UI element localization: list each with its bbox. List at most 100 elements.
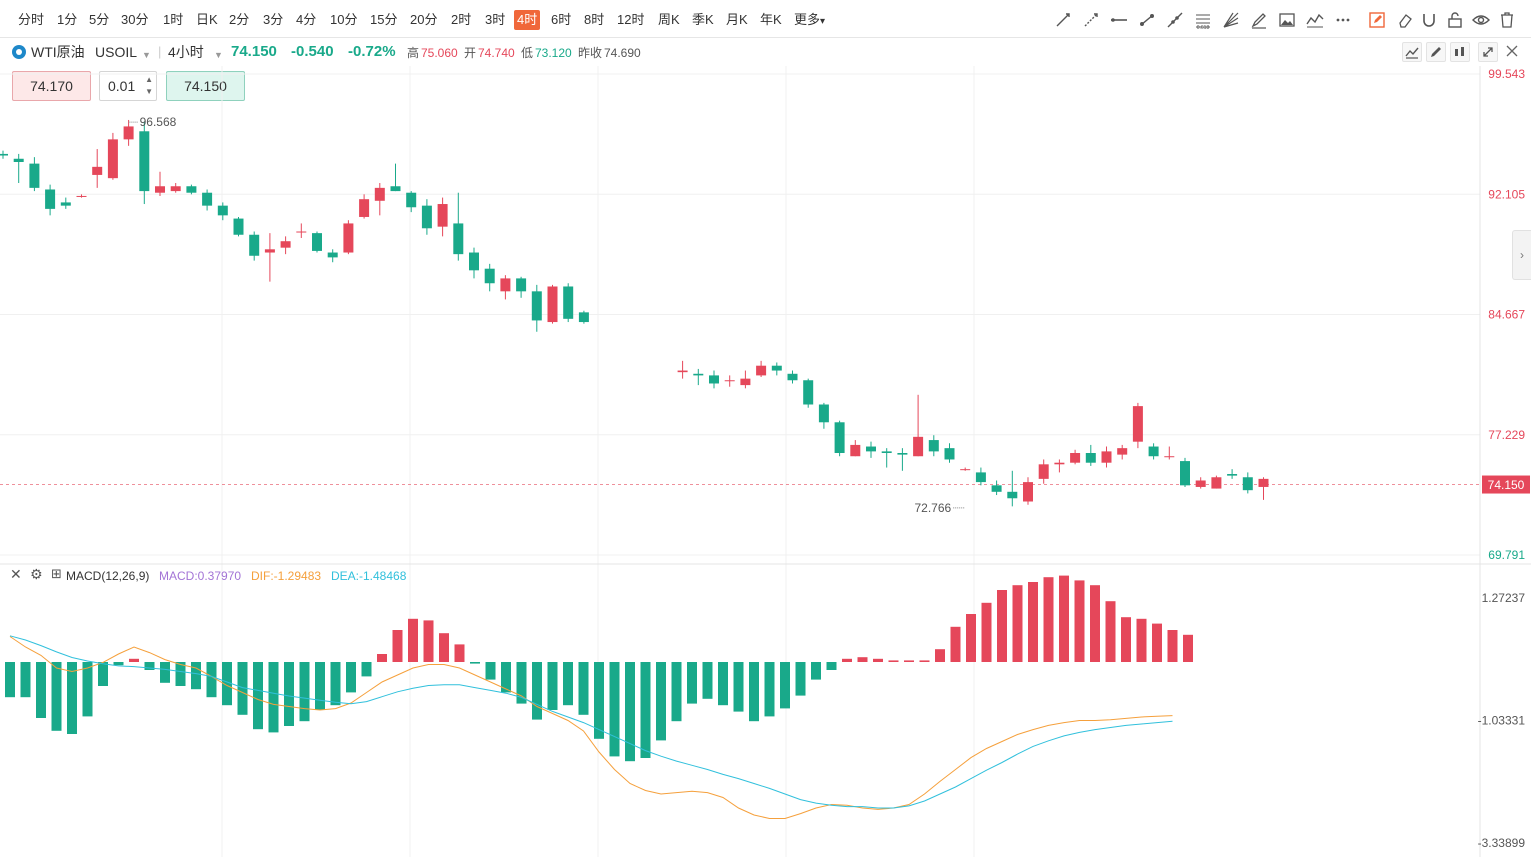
- candle-body-49: [850, 444, 861, 457]
- timeframe-tab-16[interactable]: 8时: [584, 12, 605, 27]
- timeframe-tab-15[interactable]: 6时: [551, 12, 572, 27]
- candle-body-26: [406, 192, 417, 208]
- candle-body-56: [960, 469, 971, 471]
- candle-body-70: [1180, 461, 1190, 486]
- timeframe-tab-7[interactable]: 3分: [263, 12, 284, 27]
- symbol-code[interactable]: USOIL: [95, 44, 138, 60]
- magnet-icon[interactable]: [1419, 10, 1439, 30]
- candle-body-2: [29, 163, 40, 188]
- trend-line-icon[interactable]: [1053, 10, 1073, 30]
- candle-body-57: [975, 472, 986, 483]
- symbol-dropdown-icon[interactable]: ▼: [142, 50, 151, 60]
- stepper-arrows-icon[interactable]: ▲ ▼: [145, 75, 153, 96]
- timeframe-tab-5[interactable]: 日K: [196, 12, 218, 27]
- horizontal-line-icon[interactable]: [1109, 10, 1129, 30]
- macd-bar-63: [981, 602, 992, 662]
- period-dropdown-icon[interactable]: ▼: [214, 50, 223, 60]
- sell-price-button[interactable]: 74.170: [12, 71, 91, 101]
- candle-body-21: [327, 252, 338, 258]
- eye-icon[interactable]: [1471, 10, 1491, 30]
- timeframe-tab-19[interactable]: 季K: [692, 12, 714, 27]
- timeframe-tab-1[interactable]: 1分: [57, 12, 78, 27]
- pencil-icon[interactable]: [1426, 42, 1446, 62]
- wave-icon[interactable]: [1305, 10, 1325, 30]
- timeframe-tab-0[interactable]: 分时: [18, 12, 45, 27]
- candle-body-5: [76, 195, 87, 197]
- eraser-icon[interactable]: [1395, 10, 1415, 30]
- candle-body-0: [0, 153, 8, 156]
- macd-bar-21: [330, 662, 341, 706]
- fibonacci-icon[interactable]: 0.618: [1193, 10, 1213, 31]
- timeframe-tab-22[interactable]: 更多▾: [794, 12, 826, 27]
- segment-icon[interactable]: [1137, 10, 1157, 30]
- candle-body-33: [516, 278, 527, 292]
- price-chart[interactable]: 99.543 92.105 84.667 77.229 69.791 74.150 96.5…: [0, 66, 1531, 857]
- candle-body-63: [1070, 453, 1081, 463]
- brush-icon[interactable]: [1249, 10, 1269, 30]
- trash-icon[interactable]: [1497, 10, 1517, 30]
- close-indicator-icon[interactable]: ✕: [10, 566, 22, 582]
- timeframe-tab-12[interactable]: 2时: [451, 12, 472, 27]
- indicator-expand-icon[interactable]: ⊞: [51, 566, 62, 581]
- candle-body-23: [359, 199, 370, 217]
- quote-info-bar: WTI原油 USOIL ▼ | 4小时 ▼ 74.150 -0.540 -0.7…: [0, 38, 1531, 66]
- image-icon[interactable]: [1277, 10, 1297, 30]
- more-icon[interactable]: [1333, 10, 1353, 30]
- extended-line-icon[interactable]: [1165, 10, 1185, 30]
- timeframe-tab-17[interactable]: 12时: [617, 12, 645, 27]
- macd-bar-59: [919, 660, 930, 662]
- chart-settings-icon[interactable]: [1402, 42, 1422, 62]
- candle-body-50: [866, 446, 876, 452]
- macd-bar-13: [206, 662, 217, 698]
- dea-value: DEA:-1.48468: [331, 569, 407, 583]
- quantity-stepper[interactable]: 0.01 ▲ ▼: [99, 71, 157, 101]
- ray-icon[interactable]: [1081, 10, 1101, 30]
- timeframe-tab-21[interactable]: 年K: [760, 12, 782, 27]
- macd-bar-49: [764, 662, 775, 717]
- macd-bar-54: [842, 658, 852, 662]
- compare-icon[interactable]: [1450, 42, 1470, 62]
- buy-price-button[interactable]: 74.150: [166, 71, 245, 101]
- timeframe-tab-20[interactable]: 月K: [726, 12, 748, 27]
- macd-bar-51: [795, 662, 806, 696]
- candle-body-19: [296, 231, 307, 233]
- timeframe-tab-3[interactable]: 30分: [121, 12, 149, 27]
- gann-fan-icon[interactable]: [1221, 10, 1241, 30]
- quantity-value: 0.01: [108, 78, 136, 94]
- timeframe-tab-18[interactable]: 周K: [658, 12, 680, 27]
- timeframe-tab-4[interactable]: 1时: [163, 12, 184, 27]
- candle-body-44: [771, 365, 782, 371]
- timeframe-tab-14[interactable]: 4时: [514, 10, 541, 30]
- timeframe-tab-13[interactable]: 3时: [485, 12, 506, 27]
- lock-icon[interactable]: [1445, 10, 1465, 30]
- draw-edit-icon[interactable]: [1367, 10, 1387, 30]
- timeframe-tab-6[interactable]: 2分: [229, 12, 250, 27]
- timeframe-tab-2[interactable]: 5分: [89, 12, 110, 27]
- fullscreen-icon[interactable]: [1478, 42, 1498, 62]
- macd-bar-6: [98, 662, 108, 686]
- close-icon[interactable]: [1503, 42, 1523, 62]
- period-select[interactable]: 4小时: [168, 44, 204, 60]
- indicator-settings-icon[interactable]: ⚙: [30, 566, 43, 582]
- macd-bar-15: [237, 662, 248, 715]
- macd-bar-65: [1012, 585, 1023, 662]
- max-price-label: 96.568: [140, 115, 177, 129]
- macd-bar-62: [966, 614, 976, 662]
- candle-body-54: [928, 440, 939, 452]
- candle-body-47: [818, 404, 829, 423]
- min-price-label: 72.766: [914, 501, 951, 515]
- macd-bar-70: [1090, 585, 1100, 662]
- macd-bar-5: [82, 662, 93, 717]
- timeframe-tab-9[interactable]: 10分: [330, 12, 358, 27]
- expand-panel-icon[interactable]: ›: [1512, 230, 1531, 280]
- candle-body-29: [453, 223, 464, 255]
- symbol-name[interactable]: WTI原油: [31, 44, 85, 60]
- candle-body-53: [913, 436, 924, 457]
- timeframe-tab-8[interactable]: 4分: [296, 12, 317, 27]
- macd-bar-26: [408, 618, 418, 662]
- candle-body-73: [1227, 474, 1238, 476]
- candle-body-18: [280, 241, 291, 248]
- timeframe-tab-11[interactable]: 20分: [410, 12, 438, 27]
- timeframe-tab-10[interactable]: 15分: [370, 12, 398, 27]
- candle-body-35: [547, 286, 558, 323]
